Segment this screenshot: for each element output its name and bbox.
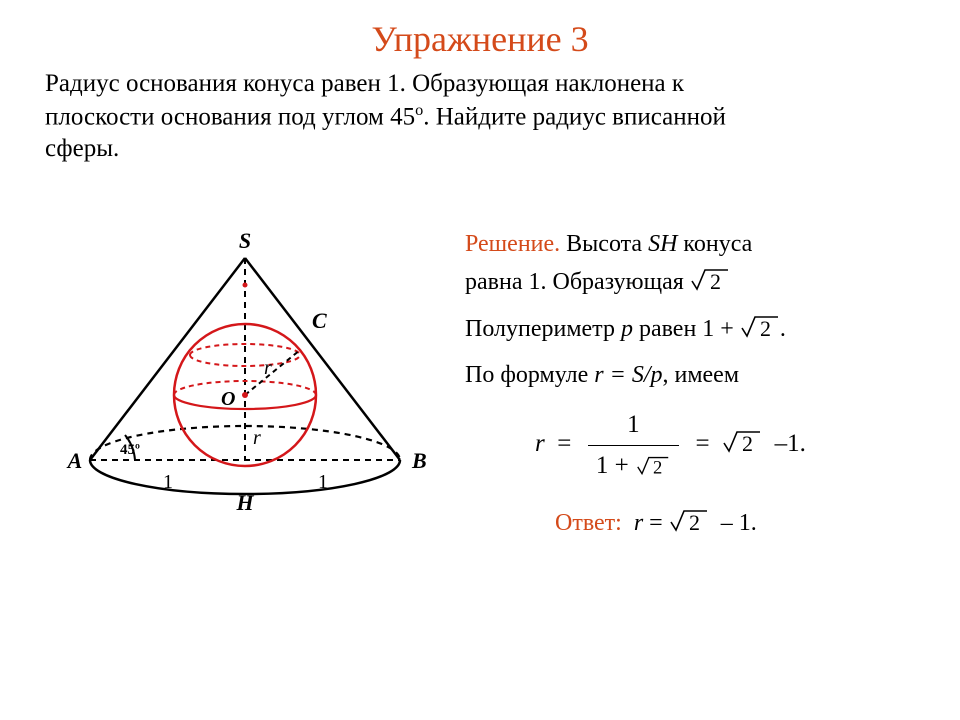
svg-text:45º: 45º (120, 442, 140, 458)
cone-diagram: S A B C O H r r 1 1 45º (40, 210, 450, 530)
sol-s4b: , имеем (662, 362, 739, 388)
svg-text:1: 1 (318, 471, 328, 493)
sol-s3b: равен (633, 316, 702, 342)
svg-text:C: C (312, 308, 327, 333)
svg-text:r: r (253, 427, 261, 449)
svg-text:2: 2 (760, 316, 771, 340)
solution-line3: Полупериметр p равен 1 + 2 . (465, 310, 935, 348)
sol-sh: SH (648, 231, 677, 257)
svg-text:2: 2 (710, 269, 721, 293)
page-title: Упражнение 3 (0, 0, 960, 60)
answer-value: r = 2 – 1. (628, 510, 757, 536)
sol-formula: r = S/p (594, 362, 662, 388)
problem-line3: сферы. (45, 135, 119, 162)
problem-text: Радиус основания конуса равен 1. Образую… (0, 60, 960, 165)
solution-line2: равна 1. Образующая 2 (465, 263, 935, 301)
svg-text:A: A (66, 448, 83, 473)
svg-text:O: O (221, 388, 235, 410)
svg-text:r: r (264, 357, 272, 379)
solution-lead: Решение. (465, 231, 560, 257)
sol-s4: По формуле (465, 362, 594, 388)
svg-text:B: B (411, 448, 427, 473)
solution-line4: По формуле r = S/p, имеем (465, 356, 935, 394)
answer-row: Ответ: r = 2 – 1. (465, 504, 935, 542)
one-plus-sqrt2: 1 + 2 . (702, 316, 786, 342)
degree-symbol: о (415, 101, 423, 119)
sol-s2: равна 1. Образующая (465, 269, 690, 295)
sqrt2-icon: 2 (690, 267, 730, 293)
sol-s3: Полупериметр (465, 316, 621, 342)
svg-text:2: 2 (653, 457, 662, 476)
sol-s1: Высота (560, 231, 648, 257)
svg-text:1: 1 (163, 471, 173, 493)
problem-line1: Радиус основания конуса равен 1. Образую… (45, 70, 684, 97)
solution-line1: Решение. Высота SH конуса (465, 225, 935, 263)
solution-formula-row: r = 11 + 2 = 2 –1. (465, 405, 935, 486)
svg-text:H: H (235, 490, 254, 515)
solution-block: Решение. Высота SH конуса равна 1. Образ… (465, 225, 935, 542)
problem-line2b: . Найдите радиус вписанной (423, 103, 726, 130)
svg-text:2: 2 (742, 431, 753, 455)
svg-text:2: 2 (689, 510, 700, 534)
svg-text:S: S (239, 228, 251, 253)
sol-p: p (621, 316, 633, 342)
sol-s1b: конуса (677, 231, 752, 257)
answer-label: Ответ: (555, 510, 622, 536)
problem-line2a: плоскости основания под углом 45 (45, 103, 415, 130)
